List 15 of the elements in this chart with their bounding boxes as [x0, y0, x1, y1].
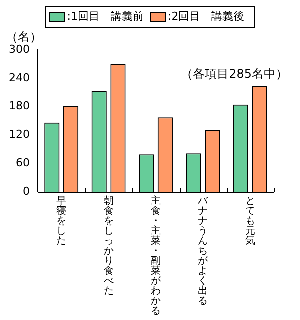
category-label: 主食・主菜・副菜がわかる — [150, 196, 161, 317]
category-label: 朝食をしっかり食べた — [104, 196, 114, 297]
y-tick-label: 60 — [16, 156, 30, 170]
annotation: （各項目285名中） — [181, 67, 288, 82]
y-tick-label: 240 — [8, 71, 30, 84]
category-label: バナナうんちがよく出る — [198, 196, 208, 307]
legend-label: :2回目 講義後 — [168, 10, 245, 23]
y-tick-label: 0 — [22, 184, 30, 198]
x-tick-label: 早寝をした — [56, 196, 68, 247]
legend-label: :1回目 講義前 — [67, 10, 144, 23]
y-tick-label: 180 — [8, 100, 30, 113]
y-axis-title: （名） — [6, 30, 42, 44]
x-tick-label: とても元気 — [244, 196, 256, 247]
y-tick-label: 120 — [8, 128, 30, 142]
y-tick-label: 300 — [8, 42, 30, 56]
